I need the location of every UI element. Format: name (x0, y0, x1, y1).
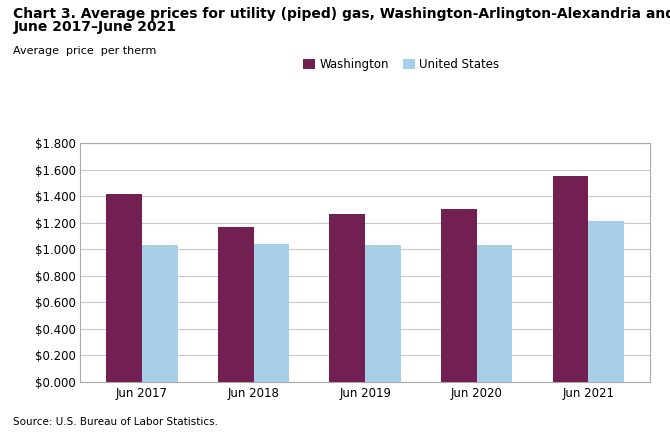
Bar (330, 214, 365, 382)
Legend: Washington, United States: Washington, United States (303, 59, 500, 72)
Text: Chart 3. Average prices for utility (piped) gas, Washington-Arlington-Alexandria: Chart 3. Average prices for utility (pip… (13, 7, 670, 20)
Bar (441, 209, 477, 382)
Bar (142, 245, 178, 382)
Bar (365, 245, 401, 382)
Bar (588, 221, 624, 382)
Bar (253, 244, 289, 382)
Text: June 2017–June 2021: June 2017–June 2021 (13, 20, 176, 33)
Bar (477, 245, 513, 382)
Bar (218, 227, 253, 382)
Bar (553, 176, 588, 382)
Text: Average  price  per therm: Average price per therm (13, 46, 157, 56)
Text: Source: U.S. Bureau of Labor Statistics.: Source: U.S. Bureau of Labor Statistics. (13, 418, 218, 427)
Bar (107, 194, 142, 382)
